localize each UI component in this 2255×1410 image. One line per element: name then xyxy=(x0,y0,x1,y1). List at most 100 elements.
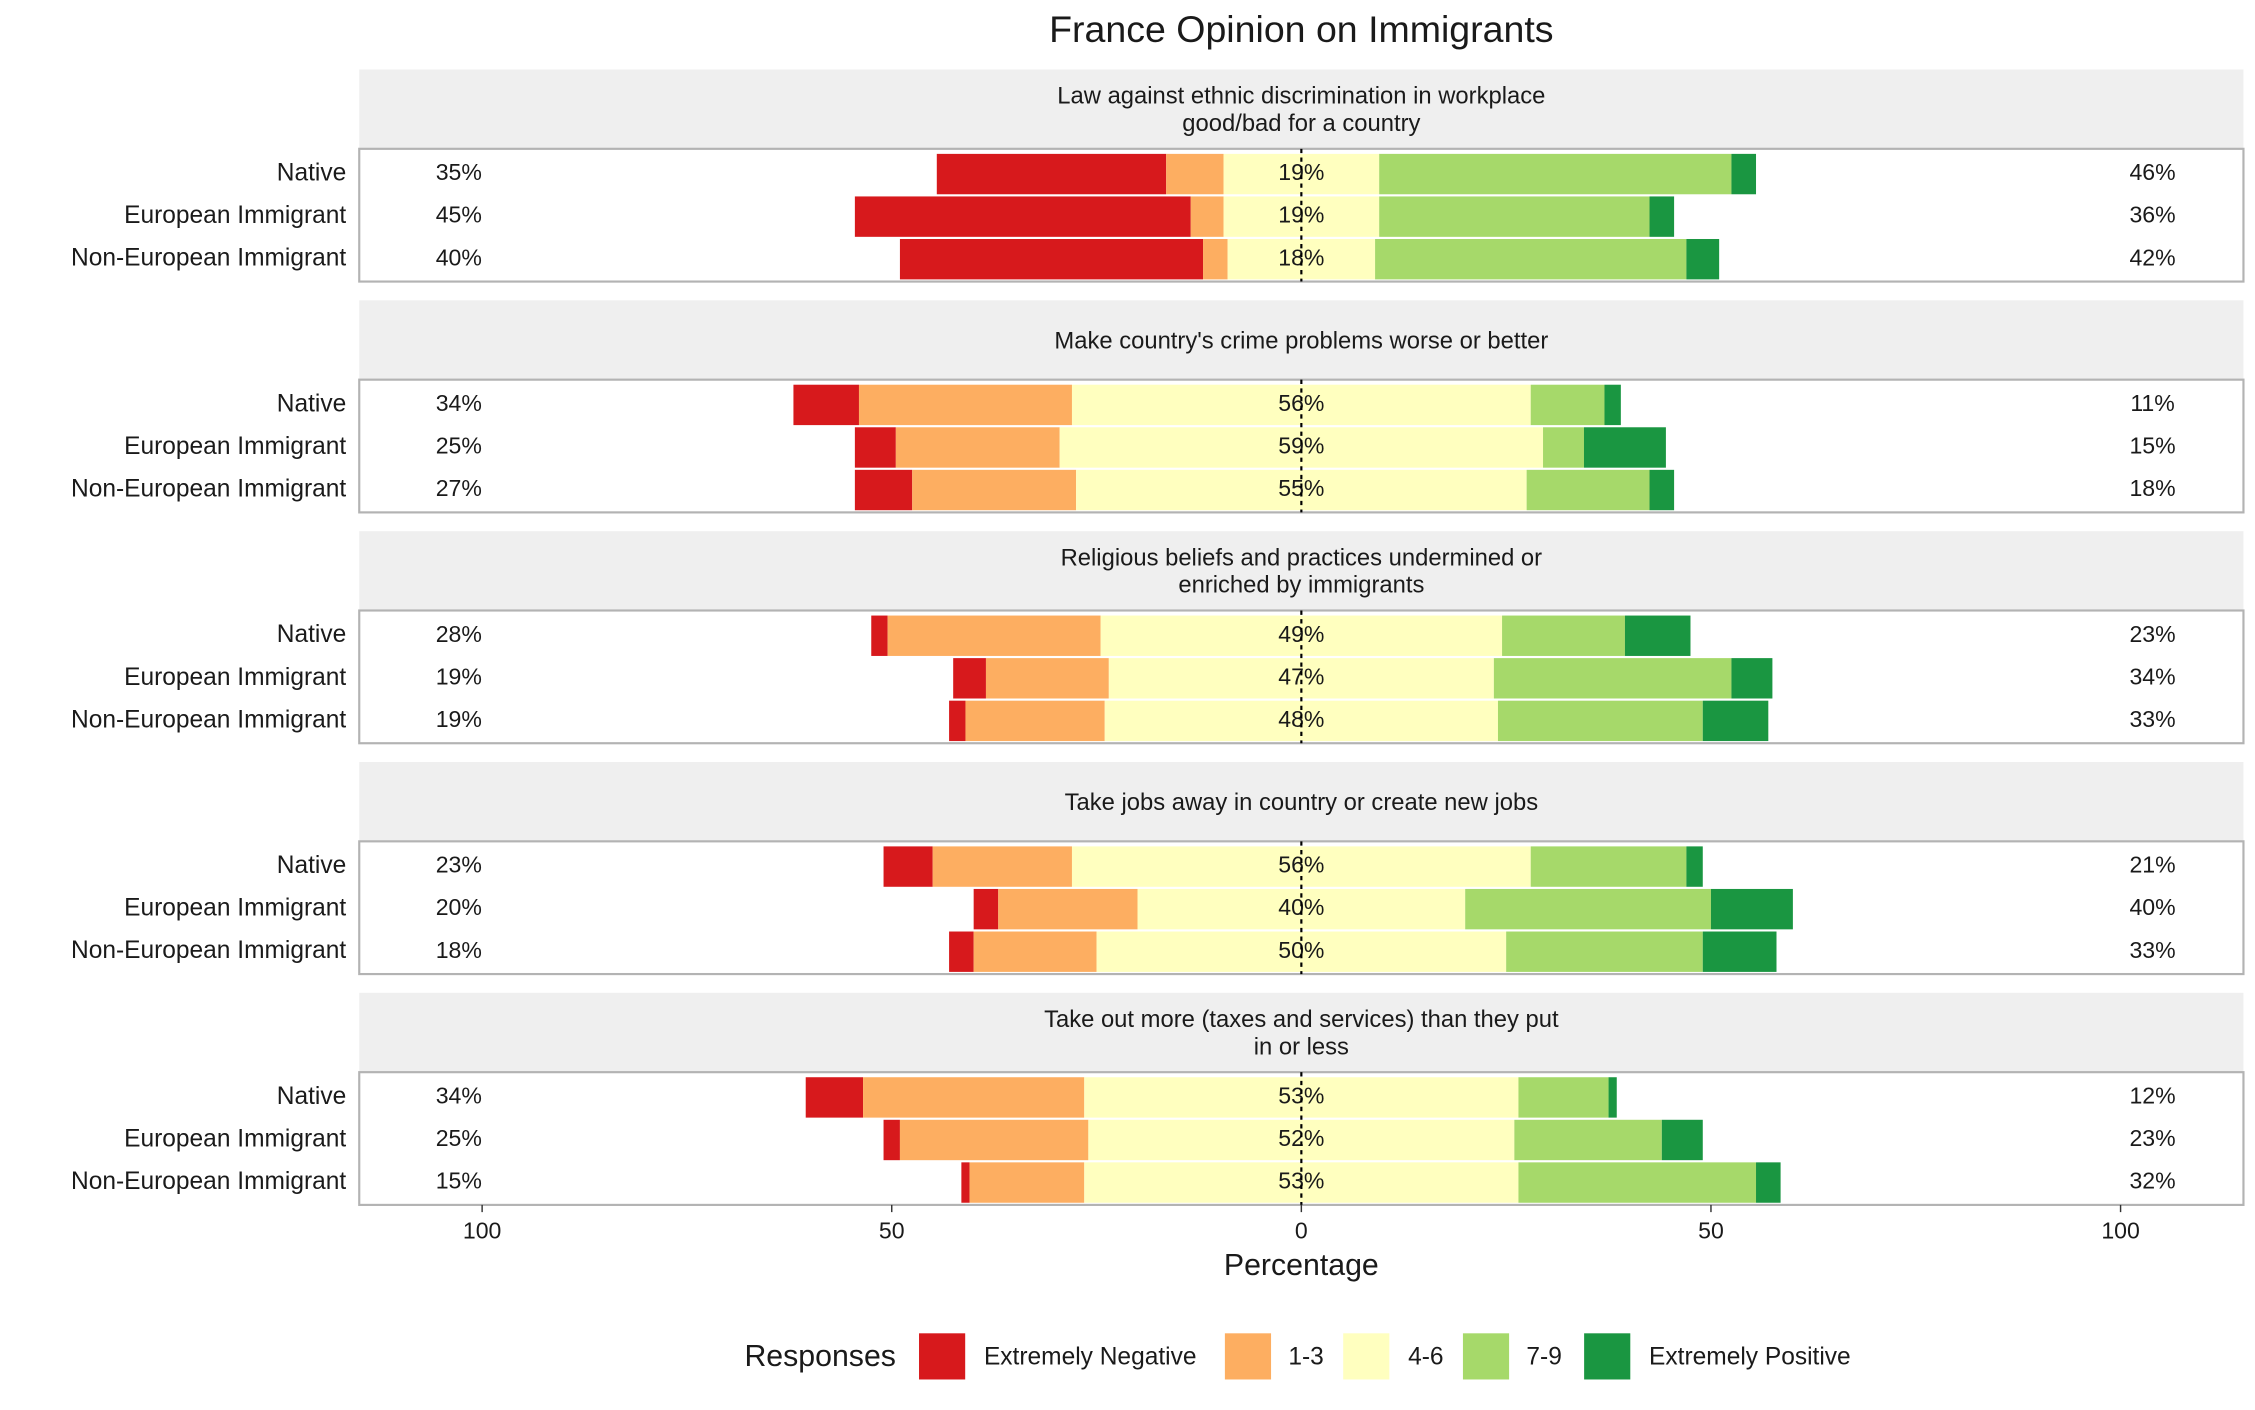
bar-segment xyxy=(895,427,1060,468)
negative-label: 40% xyxy=(436,244,482,270)
negative-label: 15% xyxy=(436,1168,482,1194)
legend-label: 1-3 xyxy=(1288,1343,1323,1370)
bar-segment xyxy=(1190,196,1224,237)
bar-segment xyxy=(1686,846,1703,887)
y-tick-label: Native xyxy=(277,160,347,187)
negative-label: 25% xyxy=(436,433,482,459)
bar-segment xyxy=(936,153,1167,195)
neutral-label: 53% xyxy=(1278,1083,1324,1109)
neutral-label: 56% xyxy=(1278,390,1324,416)
neutral-label: 47% xyxy=(1278,663,1324,689)
bar-segment xyxy=(854,469,913,511)
bar-segment xyxy=(1661,1119,1703,1161)
positive-label: 23% xyxy=(2129,1125,2175,1151)
bar-segment xyxy=(998,888,1138,930)
facet-strip xyxy=(359,531,2244,611)
negative-label: 45% xyxy=(436,202,482,228)
bar-segment xyxy=(1702,931,1777,972)
bar-segment xyxy=(1686,238,1720,280)
x-tick-label: 50 xyxy=(879,1217,905,1243)
bar-segment xyxy=(969,1162,1085,1203)
legend-label: 4-6 xyxy=(1408,1343,1443,1370)
neutral-label: 56% xyxy=(1278,852,1324,878)
neutral-label: 55% xyxy=(1278,475,1324,501)
neutral-label: 19% xyxy=(1278,202,1324,228)
bar-segment xyxy=(1166,153,1224,195)
negative-label: 25% xyxy=(436,1125,482,1151)
y-tick-label: Non-European Immigrant xyxy=(71,245,346,272)
y-tick-label: Native xyxy=(277,1083,347,1110)
positive-label: 46% xyxy=(2129,159,2175,185)
x-tick-label: 100 xyxy=(463,1217,502,1243)
bar-segment xyxy=(854,427,896,468)
bar-segment xyxy=(1702,700,1769,742)
bar-segment xyxy=(858,384,1072,426)
neutral-label: 59% xyxy=(1278,433,1324,459)
y-tick-label: Native xyxy=(277,852,347,879)
positive-label: 34% xyxy=(2129,663,2175,689)
bar-segment xyxy=(887,615,1101,656)
bar-segment xyxy=(1518,1162,1757,1203)
positive-label: 40% xyxy=(2129,894,2175,920)
bar-segment xyxy=(912,469,1077,511)
bar-segment xyxy=(1379,196,1650,237)
legend-label: Extremely Positive xyxy=(1649,1343,1851,1370)
facet-title: Take out more (taxes and services) than … xyxy=(1044,1006,1559,1060)
bar-segment xyxy=(1624,615,1691,656)
negative-label: 19% xyxy=(436,663,482,689)
x-tick-label: 0 xyxy=(1295,1217,1308,1243)
legend-key xyxy=(1462,1333,1510,1380)
facet-title: Religious beliefs and practices undermin… xyxy=(1061,545,1543,599)
legend-label: Extremely Negative xyxy=(984,1343,1197,1370)
legend-key xyxy=(1224,1333,1272,1380)
positive-label: 18% xyxy=(2129,475,2175,501)
neutral-label: 18% xyxy=(1278,244,1324,270)
facet-strip xyxy=(359,300,2244,380)
facet-title: Make country's crime problems worse or b… xyxy=(1054,327,1548,354)
bar-segment xyxy=(1379,153,1732,195)
bar-segment xyxy=(1731,658,1773,699)
negative-label: 27% xyxy=(436,475,482,501)
positive-label: 15% xyxy=(2129,433,2175,459)
bar-segment xyxy=(953,658,986,699)
y-tick-label: Non-European Immigrant xyxy=(71,1168,346,1195)
bar-segment xyxy=(1203,238,1228,280)
bar-segment xyxy=(854,196,1191,237)
y-tick-label: Native xyxy=(277,621,347,648)
facet-strip xyxy=(359,992,2244,1073)
legend-label: 7-9 xyxy=(1526,1343,1561,1370)
y-tick-label: European Immigrant xyxy=(124,664,346,691)
bar-segment xyxy=(1375,238,1687,280)
bar-segment xyxy=(883,1119,900,1161)
negative-label: 20% xyxy=(436,894,482,920)
neutral-label: 40% xyxy=(1278,894,1324,920)
negative-label: 18% xyxy=(436,937,482,963)
bar-segment xyxy=(805,1077,864,1118)
y-tick-label: European Immigrant xyxy=(124,202,346,229)
facet-title: Law against ethnic discrimination in wor… xyxy=(1057,83,1545,137)
positive-label: 33% xyxy=(2129,706,2175,732)
y-tick-label: European Immigrant xyxy=(124,1125,346,1152)
legend-title: Responses xyxy=(744,1340,896,1373)
negative-label: 34% xyxy=(436,1083,482,1109)
legend-key xyxy=(919,1333,966,1380)
x-tick-label: 100 xyxy=(2101,1217,2140,1243)
positive-label: 12% xyxy=(2129,1083,2175,1109)
positive-label: 21% xyxy=(2129,852,2175,878)
bar-segment xyxy=(871,615,888,656)
bar-segment xyxy=(965,700,1105,742)
bar-segment xyxy=(1497,700,1703,742)
bar-segment xyxy=(1583,427,1666,468)
bar-segment xyxy=(949,700,966,742)
positive-label: 36% xyxy=(2129,202,2175,228)
y-tick-label: Native xyxy=(277,390,347,417)
bar-segment xyxy=(985,658,1109,699)
neutral-label: 52% xyxy=(1278,1125,1324,1151)
bar-segment xyxy=(1518,1077,1609,1118)
facet-strip xyxy=(359,761,2244,842)
bar-segment xyxy=(1710,888,1793,930)
legend-key xyxy=(1343,1333,1390,1380)
bar-segment xyxy=(1502,615,1625,656)
